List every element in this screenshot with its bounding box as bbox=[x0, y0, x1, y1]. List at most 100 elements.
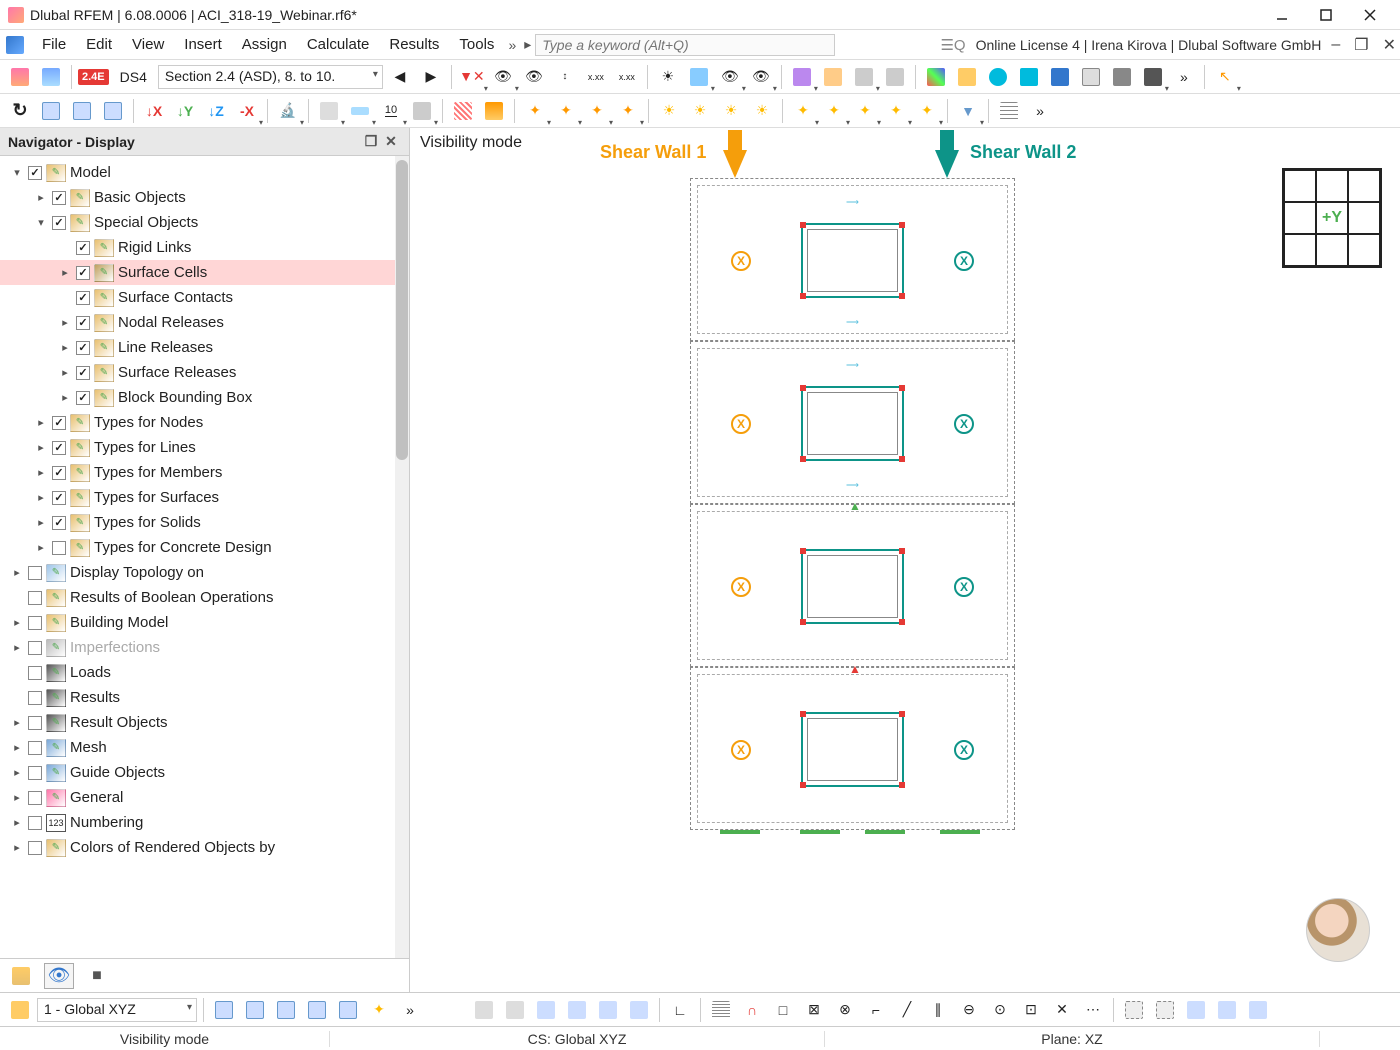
menu-insert[interactable]: Insert bbox=[174, 32, 232, 57]
search-doc-icon[interactable]: ☰Q bbox=[940, 36, 965, 54]
tb2-more-icon[interactable]: » bbox=[1026, 97, 1054, 125]
bb-snap-grid-icon[interactable] bbox=[707, 996, 735, 1024]
bb-g6-icon[interactable] bbox=[625, 996, 653, 1024]
section-combo[interactable]: Section 2.4 (ASD), 8. to 10. bbox=[158, 65, 383, 89]
tb-dim1-icon[interactable]: ↕ bbox=[551, 63, 579, 91]
tree-row[interactable]: ▸✎Display Topology on bbox=[0, 560, 409, 585]
tree-row[interactable]: ▸✎Types for Members bbox=[0, 460, 409, 485]
expand-icon[interactable]: ▸ bbox=[10, 616, 24, 629]
bb-origin-icon[interactable]: ∟ bbox=[666, 996, 694, 1024]
tb-calc-icon[interactable] bbox=[922, 63, 950, 91]
tb-cloud1-icon[interactable] bbox=[984, 63, 1012, 91]
expand-icon[interactable]: ▸ bbox=[34, 466, 48, 479]
tb-eye4-icon[interactable]: 👁▾ bbox=[747, 63, 775, 91]
navtab-data-icon[interactable] bbox=[6, 963, 36, 989]
expand-icon[interactable]: ▸ bbox=[58, 341, 72, 354]
doc-restore-button[interactable]: ❐ bbox=[1350, 35, 1372, 55]
tree-row[interactable]: ▸123Numbering bbox=[0, 810, 409, 835]
checkbox[interactable] bbox=[52, 516, 66, 530]
expand-icon[interactable]: ▸ bbox=[34, 191, 48, 204]
tb2-microscope-icon[interactable]: 🔬▾ bbox=[274, 97, 302, 125]
tree-row[interactable]: ▸✎General bbox=[0, 785, 409, 810]
expand-icon[interactable]: ▾ bbox=[10, 166, 24, 179]
tree-row[interactable]: ✎Loads bbox=[0, 660, 409, 685]
expand-icon[interactable]: ▸ bbox=[58, 391, 72, 404]
expand-icon[interactable]: ▸ bbox=[10, 816, 24, 829]
bb-snap-end-icon[interactable]: □ bbox=[769, 996, 797, 1024]
checkbox[interactable] bbox=[28, 841, 42, 855]
checkbox[interactable] bbox=[52, 541, 66, 555]
tree-row[interactable]: ▾✎Special Objects bbox=[0, 210, 409, 235]
navigator-close-button[interactable]: ✕ bbox=[381, 133, 401, 150]
tb2-axisX-icon[interactable]: ↓X bbox=[140, 97, 168, 125]
expand-icon[interactable]: ▸ bbox=[10, 791, 24, 804]
bb-guide5-icon[interactable] bbox=[1244, 996, 1272, 1024]
bb-snap-mid-icon[interactable]: ⊠ bbox=[800, 996, 828, 1024]
checkbox[interactable] bbox=[76, 241, 90, 255]
tree-row[interactable]: ▸✎Colors of Rendered Objects by bbox=[0, 835, 409, 860]
tree-row[interactable]: ▸✎Basic Objects bbox=[0, 185, 409, 210]
checkbox[interactable] bbox=[28, 641, 42, 655]
tb2-axisNX-icon[interactable]: -X▾ bbox=[233, 97, 261, 125]
badge-label[interactable]: 2.4E bbox=[78, 69, 109, 85]
tree-row[interactable]: ▸✎Result Objects bbox=[0, 710, 409, 735]
coordinate-widget[interactable]: +Y bbox=[1282, 168, 1382, 268]
tb-doc-icon[interactable] bbox=[1077, 63, 1105, 91]
checkbox[interactable] bbox=[28, 691, 42, 705]
bb-snap-cen-icon[interactable]: ⊙ bbox=[986, 996, 1014, 1024]
tb-eye1-icon[interactable]: 👁▾ bbox=[489, 63, 517, 91]
tb-sun-icon[interactable]: ☀ bbox=[654, 63, 682, 91]
tb2-yel2-icon[interactable]: ✦▾ bbox=[820, 97, 848, 125]
expand-icon[interactable]: ▸ bbox=[10, 566, 24, 579]
bb-snap-node-icon[interactable]: ✕ bbox=[1048, 996, 1076, 1024]
tree-row[interactable]: ✎Rigid Links bbox=[0, 235, 409, 260]
bb-guide1-icon[interactable] bbox=[1120, 996, 1148, 1024]
expand-icon[interactable]: ▸ bbox=[34, 541, 48, 554]
expand-icon[interactable]: ▸ bbox=[10, 716, 24, 729]
menu-more-icon[interactable]: » bbox=[504, 35, 520, 55]
checkbox[interactable] bbox=[28, 616, 42, 630]
tree-row[interactable]: ▸✎Imperfections bbox=[0, 635, 409, 660]
expand-icon[interactable]: ▸ bbox=[58, 316, 72, 329]
menu-play-icon[interactable]: ▸ bbox=[520, 34, 535, 55]
tree-row[interactable]: ✎Surface Contacts bbox=[0, 285, 409, 310]
tb2-sun3-icon[interactable]: ☀ bbox=[717, 97, 745, 125]
checkbox[interactable] bbox=[76, 366, 90, 380]
bb-g5-icon[interactable] bbox=[594, 996, 622, 1024]
tb2-yel5-icon[interactable]: ✦▾ bbox=[913, 97, 941, 125]
tb-cube-icon[interactable]: ▾ bbox=[685, 63, 713, 91]
menu-results[interactable]: Results bbox=[379, 32, 449, 57]
bb-wp5-icon[interactable] bbox=[334, 996, 362, 1024]
viewport[interactable]: Visibility mode Shear Wall 1 Shear Wall … bbox=[410, 128, 1400, 992]
tb-eye2-icon[interactable]: 👁 bbox=[520, 63, 548, 91]
tb2-star1-icon[interactable]: ✦▾ bbox=[521, 97, 549, 125]
bb-g3-icon[interactable] bbox=[532, 996, 560, 1024]
tb-new-icon[interactable] bbox=[6, 63, 34, 91]
bb-snap-tan-icon[interactable]: ⊖ bbox=[955, 996, 983, 1024]
bb-more1-icon[interactable]: » bbox=[396, 996, 424, 1024]
tb2-mesh1-icon[interactable] bbox=[449, 97, 477, 125]
navigator-undock-button[interactable]: ❐ bbox=[361, 133, 381, 150]
bb-snap-par-icon[interactable]: ∥ bbox=[924, 996, 952, 1024]
expand-icon[interactable]: ▸ bbox=[10, 641, 24, 654]
bb-layers-icon[interactable] bbox=[6, 996, 34, 1024]
bb-snap-magnet-icon[interactable]: ∩ bbox=[738, 996, 766, 1024]
menu-view[interactable]: View bbox=[122, 32, 174, 57]
checkbox[interactable] bbox=[28, 666, 42, 680]
bb-snap-line-icon[interactable]: ╱ bbox=[893, 996, 921, 1024]
tb2-grid-icon[interactable] bbox=[995, 97, 1023, 125]
expand-icon[interactable]: ▾ bbox=[34, 216, 48, 229]
tb2-yel3-icon[interactable]: ✦▾ bbox=[851, 97, 879, 125]
tree-row[interactable]: ▸✎Nodal Releases bbox=[0, 310, 409, 335]
expand-icon[interactable]: ▸ bbox=[34, 416, 48, 429]
checkbox[interactable] bbox=[28, 716, 42, 730]
scrollbar-thumb[interactable] bbox=[396, 160, 408, 460]
navtab-views-icon[interactable]: ■ bbox=[82, 963, 112, 989]
tb2-iso3-icon[interactable] bbox=[99, 97, 127, 125]
tb2-mesh2-icon[interactable] bbox=[480, 97, 508, 125]
bb-wp3-icon[interactable] bbox=[272, 996, 300, 1024]
tree-row[interactable]: ▸✎Mesh bbox=[0, 735, 409, 760]
checkbox[interactable] bbox=[28, 766, 42, 780]
menu-file[interactable]: File bbox=[32, 32, 76, 57]
tree-row[interactable]: ▸✎Types for Nodes bbox=[0, 410, 409, 435]
